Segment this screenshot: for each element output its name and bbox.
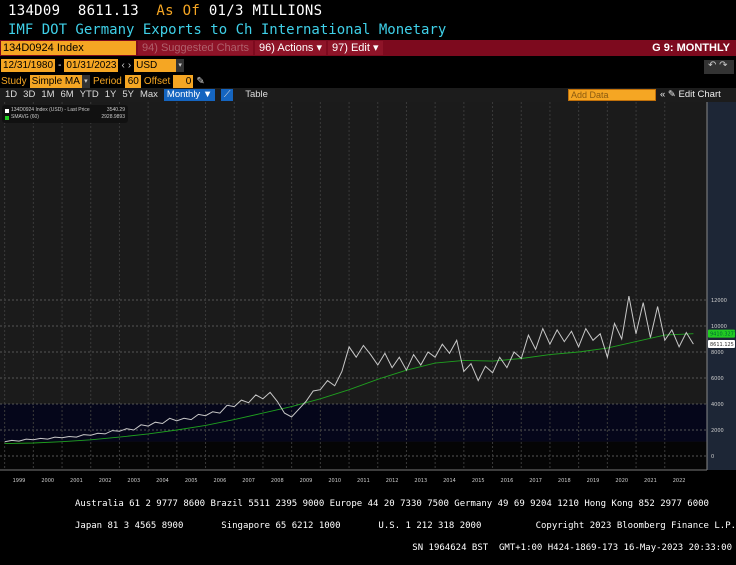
x-tick-label: 2005 [185, 478, 198, 484]
x-tick-label: 2006 [214, 478, 227, 484]
next-button[interactable]: › [127, 60, 132, 71]
last-price-label-bg [708, 340, 735, 349]
date-separator: - [58, 60, 62, 71]
x-tick-label: 2001 [70, 478, 83, 484]
chart-legend: 134D0924 Index (USD) - Last Price 3540.29… [2, 105, 128, 123]
tab-ytd[interactable]: YTD [79, 89, 99, 100]
undo-icon[interactable]: ↶ ↷ [708, 60, 728, 71]
add-data-input[interactable]: Add Data [568, 89, 656, 101]
x-tick-label: 2008 [271, 478, 284, 484]
y-tick-label: 2000 [711, 428, 724, 434]
pencil-icon[interactable]: ✎ [196, 76, 205, 87]
tab-1d[interactable]: 1D [5, 89, 18, 100]
y-tick-label: 12000 [711, 298, 727, 304]
chart-mode: G 9: MONTHLY [652, 42, 730, 54]
toolbar: 134D0924 Index 94) Suggested Charts 96) … [0, 40, 736, 56]
plot-band [0, 404, 707, 442]
x-tick-label: 2022 [673, 478, 686, 484]
tab-3d[interactable]: 3D [23, 89, 36, 100]
frequency-select[interactable]: Monthly ▼ [163, 89, 216, 101]
study-row: Study Simple MA ▾ Period 60 Offset 0 ✎ [1, 75, 205, 88]
currency-select[interactable]: USD [134, 59, 177, 72]
y-tick-label: 4000 [711, 402, 724, 408]
x-tick-label: 2003 [127, 478, 140, 484]
chevron-down-icon[interactable]: ▾ [81, 75, 90, 88]
x-tick-label: 2013 [414, 478, 427, 484]
y-axis-strip [707, 102, 736, 470]
end-date-input[interactable]: 01/31/2023 [64, 59, 119, 72]
study-label: Study [1, 76, 27, 87]
period-input[interactable]: 60 [124, 75, 141, 88]
last-price: 8611.13 [77, 3, 139, 19]
chart-type-icon[interactable]: ⟋ [221, 89, 234, 101]
price-chart[interactable]: 0 2000 4000 6000 8000 10000 12000 1999 2000 2001 2… [0, 102, 736, 487]
x-tick-label: 2007 [242, 478, 255, 484]
legend-value: 3540.29 [106, 107, 125, 113]
series-line-sma [4, 333, 694, 445]
x-tick-label: 2010 [328, 478, 341, 484]
legend-value: 2928.9893 [101, 114, 125, 120]
footer-copyright: Japan 81 3 4565 8900 Singapore 65 6212 1… [75, 521, 736, 531]
tab-1m[interactable]: 1M [41, 89, 55, 100]
chevron-down-icon[interactable]: ▾ [176, 59, 185, 72]
x-tick-label: 2017 [529, 478, 542, 484]
y-tick-label: 0 [711, 454, 714, 460]
last-sma-label: 9410.3277 [710, 332, 736, 338]
units: MILLIONS [252, 3, 323, 19]
y-tick-label: 8000 [711, 350, 724, 356]
offset-input[interactable]: 0 [173, 75, 194, 88]
study-select[interactable]: Simple MA [29, 75, 82, 88]
x-tick-label: 2000 [41, 478, 54, 484]
ticker: 134D09 [8, 3, 61, 19]
tab-6m[interactable]: 6M [60, 89, 74, 100]
x-tick-label: 2015 [472, 478, 485, 484]
timeframe-tabs: 1D 3D 1M 6M YTD 1Y 5Y Max Monthly ▼ ⟋ Ta… [0, 88, 736, 102]
y-tick-label: 6000 [711, 376, 724, 382]
x-tick-label: 2004 [156, 478, 169, 484]
edit-menu[interactable]: 97) Edit ▾ [328, 41, 383, 55]
as-of-label: As Of [156, 3, 201, 19]
legend-swatch [5, 115, 9, 120]
footer-session: SN 1964624 BST GMT+1:00 H424-1869-173 16… [412, 543, 732, 553]
x-tick-label: 2020 [615, 478, 628, 484]
legend-label: SMAVG (60) [11, 114, 39, 120]
x-tick-label: 2002 [99, 478, 112, 484]
legend-swatch [5, 108, 9, 113]
x-tick-label: 2009 [300, 478, 313, 484]
footer: Australia 61 2 9777 8600 Brazil 5511 239… [0, 488, 736, 565]
title-line: 134D09 8611.13 As Of 01/3 MILLIONS [8, 3, 322, 20]
edit-chart-button[interactable]: « ✎ Edit Chart [660, 89, 721, 100]
prev-button[interactable]: ‹ [121, 60, 125, 71]
tab-1y[interactable]: 1Y [104, 89, 117, 100]
legend-item-price: 134D0924 Index (USD) - Last Price 3540.29 [5, 107, 125, 114]
description: IMF DOT Germany Exports to Ch Internatio… [8, 22, 447, 38]
y-tick-label: 10000 [711, 324, 727, 330]
last-sma-label-bg [708, 329, 735, 338]
security-input[interactable]: 134D0924 Index [1, 41, 136, 55]
x-tick-label: 2019 [587, 478, 600, 484]
legend-item-sma: SMAVG (60) 2928.9893 [5, 114, 125, 121]
period-label: Period [92, 76, 122, 87]
series-line-price [4, 296, 694, 443]
start-date-input[interactable]: 12/31/1980 [1, 59, 56, 72]
x-tick-label: 2011 [357, 478, 370, 484]
x-tick-label: 2021 [644, 478, 657, 484]
tab-max[interactable]: Max [139, 89, 158, 100]
x-tick-label: 2012 [386, 478, 399, 484]
actions-menu[interactable]: 96) Actions ▾ [255, 41, 327, 55]
x-tick-label: 2018 [558, 478, 571, 484]
footer-contacts: Australia 61 2 9777 8600 Brazil 5511 239… [75, 499, 709, 509]
offset-label: Offset [143, 76, 171, 87]
tab-5y[interactable]: 5Y [122, 89, 134, 100]
last-price-label: 8611.125 [710, 342, 734, 348]
as-of-date: 01/3 [208, 3, 244, 19]
undo-redo-buttons[interactable]: ↶ ↷ [704, 60, 734, 74]
x-tick-label: 2016 [501, 478, 514, 484]
table-button[interactable]: Table [245, 89, 268, 100]
x-tick-label: 1999 [13, 478, 26, 484]
date-range-row: 12/31/1980 - 01/31/2023 ‹ › USD ▾ [1, 59, 185, 72]
x-tick-label: 2014 [443, 478, 456, 484]
legend-label: 134D0924 Index (USD) - Last Price [11, 107, 90, 113]
suggested-charts-button[interactable]: 94) Suggested Charts [138, 41, 254, 55]
